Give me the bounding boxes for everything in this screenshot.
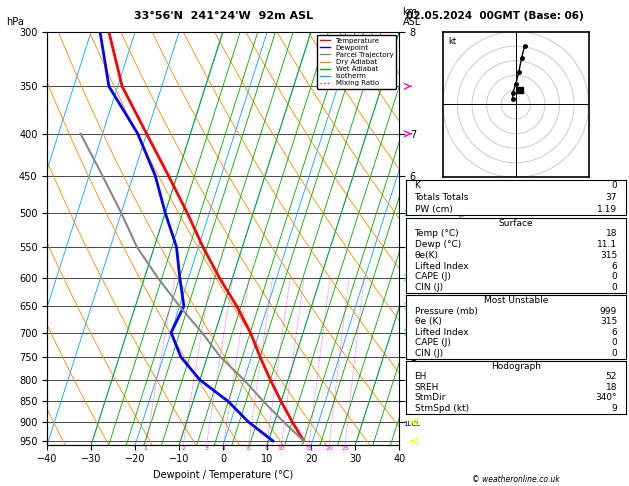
Text: 8: 8 (265, 447, 269, 451)
Text: 315: 315 (600, 317, 617, 326)
Text: 15: 15 (305, 447, 313, 451)
X-axis label: Dewpoint / Temperature (°C): Dewpoint / Temperature (°C) (153, 470, 293, 480)
Text: 52: 52 (606, 372, 617, 382)
Text: 18: 18 (606, 383, 617, 392)
Text: 25: 25 (341, 447, 349, 451)
Text: 6: 6 (611, 261, 617, 271)
Legend: Temperature, Dewpoint, Parcel Trajectory, Dry Adiabat, Wet Adiabat, Isotherm, Mi: Temperature, Dewpoint, Parcel Trajectory… (317, 35, 396, 89)
Text: kt: kt (448, 37, 457, 47)
Text: θe(K): θe(K) (415, 251, 438, 260)
Text: 4: 4 (221, 447, 226, 451)
Text: θe (K): θe (K) (415, 317, 442, 326)
Text: 1.19: 1.19 (597, 205, 617, 214)
Text: 33°56'N  241°24'W  92m ASL: 33°56'N 241°24'W 92m ASL (134, 11, 313, 21)
Text: 0: 0 (611, 181, 617, 190)
Text: 18: 18 (606, 229, 617, 238)
Text: 0: 0 (611, 283, 617, 292)
Text: Hodograph: Hodograph (491, 362, 541, 371)
Text: Totals Totals: Totals Totals (415, 193, 469, 202)
Text: 10: 10 (277, 447, 286, 451)
Text: 999: 999 (600, 307, 617, 316)
Text: 6: 6 (247, 447, 250, 451)
Text: 340°: 340° (596, 393, 617, 402)
Text: SREH: SREH (415, 383, 439, 392)
Text: 20: 20 (325, 447, 333, 451)
Text: CIN (J): CIN (J) (415, 283, 443, 292)
Text: StmDir: StmDir (415, 393, 446, 402)
Text: 1: 1 (144, 447, 148, 451)
Text: Most Unstable: Most Unstable (484, 296, 548, 305)
Text: 0: 0 (611, 349, 617, 358)
Text: 6: 6 (611, 328, 617, 337)
Text: Temp (°C): Temp (°C) (415, 229, 459, 238)
Text: 3: 3 (204, 447, 208, 451)
Text: Lifted Index: Lifted Index (415, 261, 468, 271)
Text: StmSpd (kt): StmSpd (kt) (415, 404, 469, 413)
Text: Dewp (°C): Dewp (°C) (415, 240, 461, 249)
Text: 11.1: 11.1 (597, 240, 617, 249)
Text: Surface: Surface (498, 219, 533, 227)
Text: 02.05.2024  00GMT (Base: 06): 02.05.2024 00GMT (Base: 06) (406, 11, 584, 21)
Text: CAPE (J): CAPE (J) (415, 338, 450, 347)
Text: CAPE (J): CAPE (J) (415, 273, 450, 281)
Text: 0: 0 (611, 273, 617, 281)
Text: 1LCL: 1LCL (403, 421, 420, 427)
Text: © weatheronline.co.uk: © weatheronline.co.uk (472, 474, 560, 484)
Text: 315: 315 (600, 251, 617, 260)
Text: CIN (J): CIN (J) (415, 349, 443, 358)
Text: 37: 37 (606, 193, 617, 202)
Text: Pressure (mb): Pressure (mb) (415, 307, 477, 316)
Text: km
ASL: km ASL (403, 7, 421, 27)
Text: Mixing Ratio (g/kg): Mixing Ratio (g/kg) (460, 205, 466, 271)
Text: 0: 0 (611, 338, 617, 347)
Text: 9: 9 (611, 404, 617, 413)
Text: PW (cm): PW (cm) (415, 205, 452, 214)
Text: hPa: hPa (6, 17, 24, 27)
Text: 2: 2 (181, 447, 185, 451)
Text: Lifted Index: Lifted Index (415, 328, 468, 337)
Text: K: K (415, 181, 420, 190)
Text: EH: EH (415, 372, 427, 382)
